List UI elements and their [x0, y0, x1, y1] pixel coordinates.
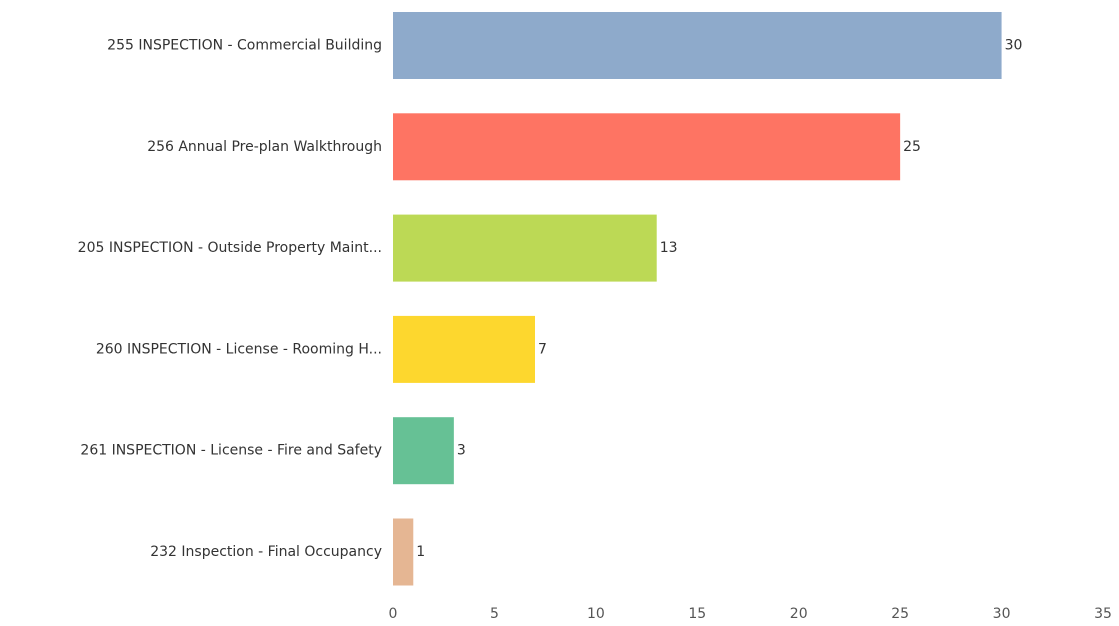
- bar: [393, 113, 901, 181]
- y-tick-label: 260 INSPECTION - License - Rooming H...: [96, 341, 382, 357]
- y-tick-label: 205 INSPECTION - Outside Property Maint.…: [78, 240, 382, 256]
- bar: [393, 518, 414, 586]
- x-tick-label: 0: [389, 606, 398, 622]
- x-tick-label: 30: [993, 606, 1011, 622]
- bar: [393, 12, 1002, 79]
- x-tick-label: 5: [490, 606, 499, 622]
- data-label: 7: [538, 341, 547, 357]
- y-tick-label: 255 INSPECTION - Commercial Building: [107, 38, 382, 54]
- x-tick-label: 25: [891, 606, 909, 622]
- data-label: 30: [1005, 38, 1023, 54]
- y-tick-label: 261 INSPECTION - License - Fire and Safe…: [80, 443, 382, 459]
- data-label: 1: [416, 544, 425, 560]
- x-tick-label: 15: [688, 606, 706, 622]
- data-label: 3: [457, 443, 466, 459]
- y-tick-label: 256 Annual Pre-plan Walkthrough: [147, 139, 382, 155]
- data-label: 25: [903, 139, 921, 155]
- x-tick-label: 20: [790, 606, 808, 622]
- bar: [393, 214, 657, 282]
- x-tick-label: 35: [1094, 606, 1112, 622]
- y-tick-label: 232 Inspection - Final Occupancy: [150, 544, 382, 560]
- x-tick-label: 10: [587, 606, 605, 622]
- data-label: 13: [660, 240, 678, 256]
- bar: [393, 417, 454, 485]
- bar: [393, 315, 535, 383]
